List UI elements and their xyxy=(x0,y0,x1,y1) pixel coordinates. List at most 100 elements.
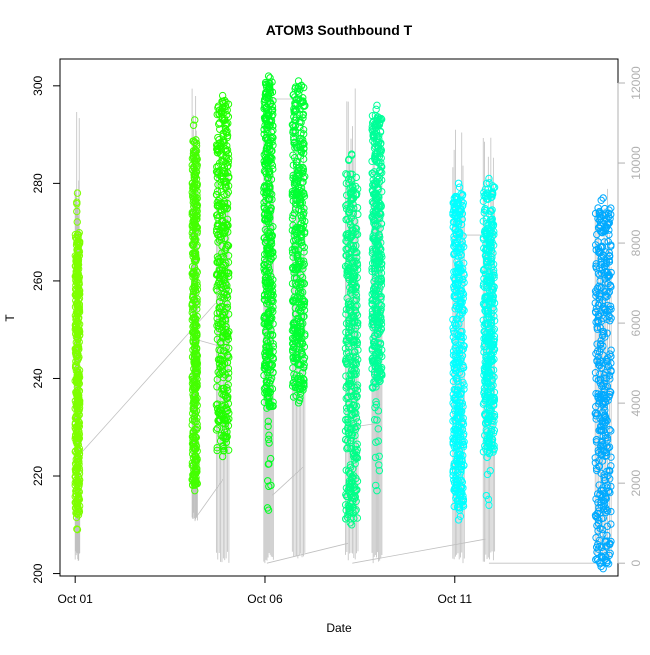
data-point xyxy=(191,157,199,165)
data-point xyxy=(484,362,492,370)
data-point xyxy=(293,255,302,263)
data-point xyxy=(75,229,83,237)
data-point-min xyxy=(348,521,356,529)
data-point xyxy=(189,427,198,436)
data-point xyxy=(482,219,491,228)
data-point xyxy=(603,268,612,277)
data-point xyxy=(599,390,608,399)
data-point xyxy=(482,491,491,500)
data-point xyxy=(487,425,496,434)
data-point xyxy=(189,184,197,192)
data-point xyxy=(487,207,495,215)
y-tick-label: 280 xyxy=(31,173,45,193)
x-tick-label: Oct 11 xyxy=(438,592,473,606)
data-point xyxy=(190,313,198,321)
y-tick-label: 260 xyxy=(31,271,45,291)
data-point xyxy=(267,232,276,241)
data-point xyxy=(222,432,230,441)
data-point xyxy=(289,344,298,352)
data-point xyxy=(224,242,233,250)
data-point xyxy=(603,484,611,492)
data-point xyxy=(218,263,226,271)
data-point xyxy=(289,128,297,137)
data-point xyxy=(292,371,301,379)
data-point xyxy=(483,292,491,301)
data-point xyxy=(480,228,489,236)
data-point xyxy=(191,170,199,178)
data-point xyxy=(371,338,379,346)
data-point xyxy=(224,188,233,196)
data-point xyxy=(479,282,488,290)
data-point xyxy=(599,342,607,350)
data-point xyxy=(217,235,225,244)
data-point xyxy=(224,221,232,230)
data-point xyxy=(595,457,603,465)
data-point xyxy=(598,422,606,431)
data-point xyxy=(213,211,222,219)
data-point xyxy=(598,426,606,434)
data-point xyxy=(485,403,494,412)
data-point xyxy=(451,192,460,201)
data-point xyxy=(260,250,269,259)
data-point xyxy=(451,319,459,328)
data-point xyxy=(350,514,358,523)
data-point xyxy=(348,358,357,366)
data-point xyxy=(603,315,611,324)
data-point xyxy=(263,363,271,372)
data-point xyxy=(453,238,462,246)
data-point xyxy=(350,337,358,345)
data-point xyxy=(592,495,600,503)
data-point xyxy=(368,296,376,304)
data-points xyxy=(71,72,615,573)
data-point xyxy=(375,321,383,329)
data-point xyxy=(345,275,353,284)
y-tick-label: 240 xyxy=(31,368,45,388)
data-point xyxy=(347,431,355,439)
data-point xyxy=(607,314,615,322)
data-point xyxy=(217,346,225,355)
data-point xyxy=(455,183,464,191)
data-point xyxy=(601,406,609,414)
data-point xyxy=(346,170,355,178)
data-point xyxy=(605,251,614,260)
data-point xyxy=(600,412,609,420)
data-point xyxy=(375,461,383,469)
data-point xyxy=(375,119,384,127)
data-point xyxy=(342,404,351,412)
data-point xyxy=(604,396,612,405)
data-point xyxy=(371,120,379,128)
data-point xyxy=(298,351,306,359)
data-point xyxy=(217,352,226,360)
data-point xyxy=(71,481,79,490)
series-0 xyxy=(71,189,84,534)
data-point xyxy=(297,300,306,308)
data-point xyxy=(351,348,359,356)
series-6 xyxy=(368,101,386,495)
data-point xyxy=(188,240,197,249)
data-point xyxy=(371,124,380,132)
data-point xyxy=(368,355,376,363)
data-point xyxy=(219,415,227,423)
data-point xyxy=(483,453,491,462)
data-point xyxy=(342,372,350,380)
data-point xyxy=(263,121,271,129)
data-point xyxy=(345,328,353,336)
data-point xyxy=(483,282,491,290)
data-point xyxy=(224,329,232,338)
data-point xyxy=(190,395,199,404)
data-point xyxy=(192,183,200,192)
data-point xyxy=(603,537,611,545)
data-point xyxy=(221,105,229,114)
data-point xyxy=(73,261,81,270)
data-point xyxy=(263,189,271,198)
data-point xyxy=(266,388,275,396)
data-point xyxy=(190,417,198,426)
data-point xyxy=(221,391,230,399)
data-point xyxy=(265,83,274,92)
data-point-max xyxy=(73,189,82,197)
data-point xyxy=(457,407,466,415)
data-point xyxy=(455,403,464,411)
data-point xyxy=(264,422,272,431)
data-point xyxy=(295,283,304,291)
data-point xyxy=(487,341,495,349)
